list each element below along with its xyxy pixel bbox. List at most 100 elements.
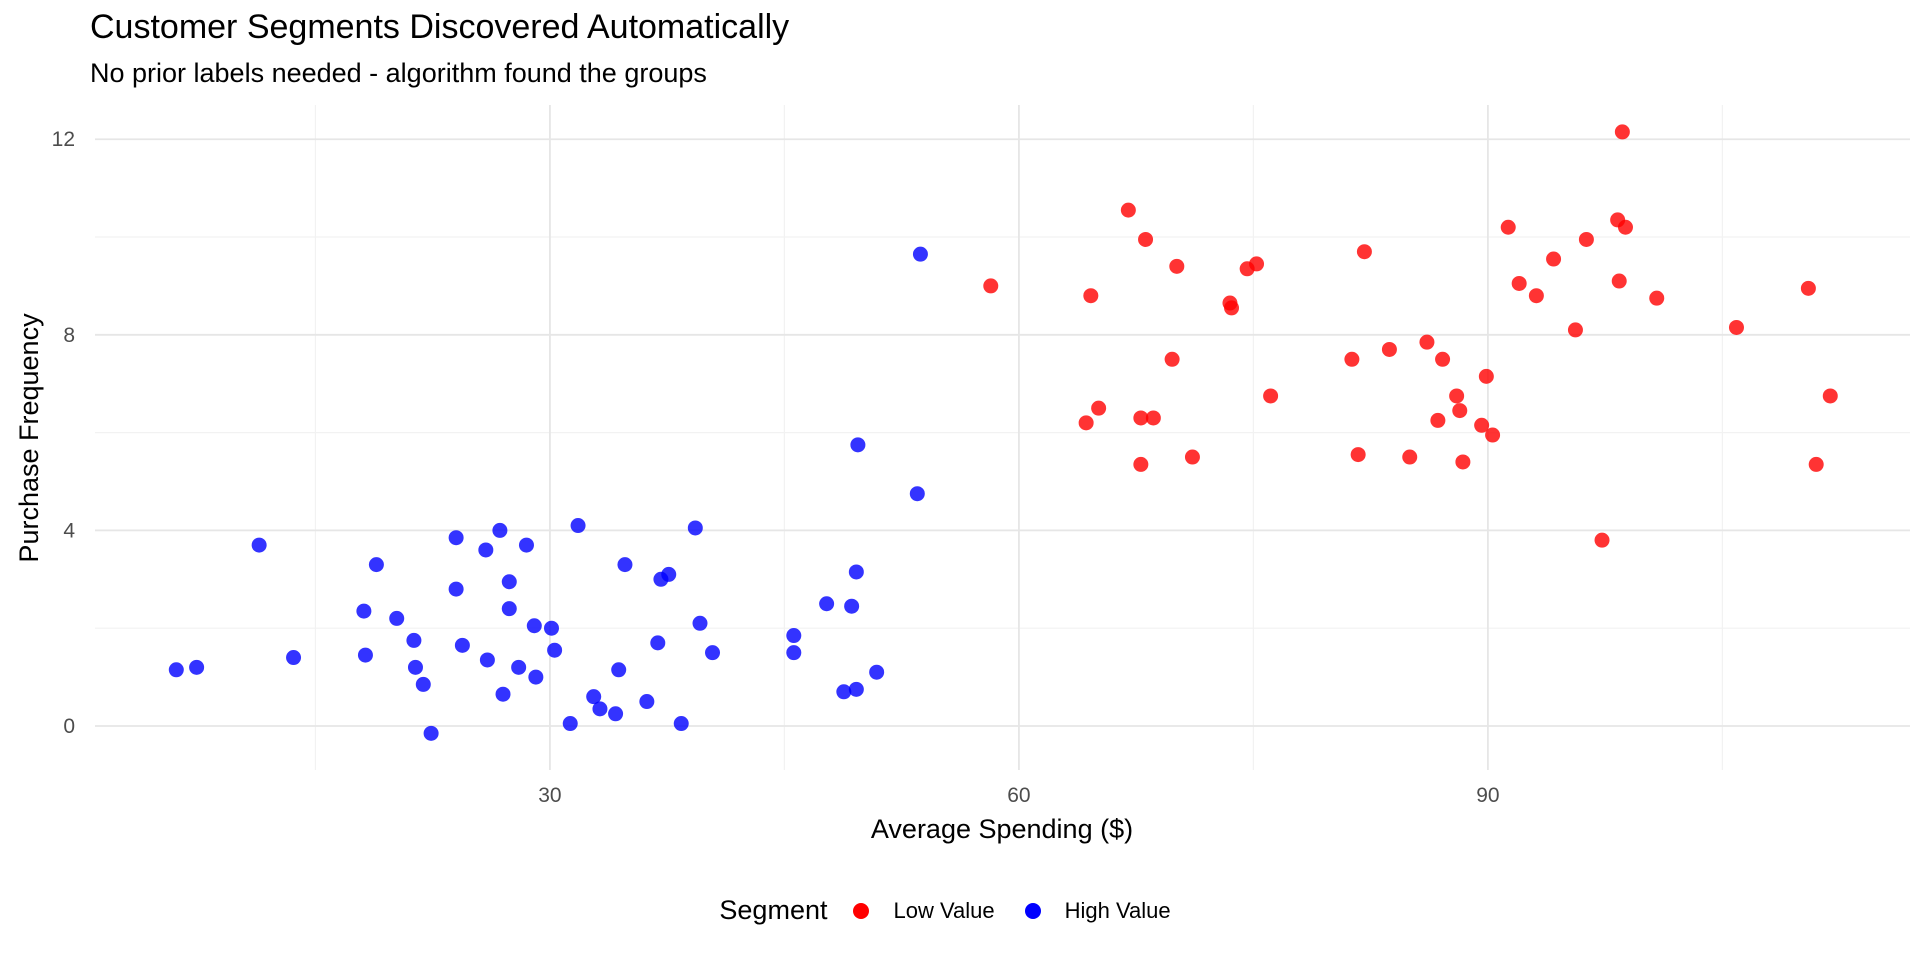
point-low-value — [1800, 280, 1816, 296]
point-high-value — [592, 701, 608, 717]
point-low-value — [1350, 447, 1366, 463]
point-high-value — [407, 659, 423, 675]
point-high-value — [869, 664, 885, 680]
point-low-value — [1430, 412, 1446, 428]
point-low-value — [983, 278, 999, 294]
point-low-value — [1381, 341, 1397, 357]
point-high-value — [562, 716, 578, 732]
point-low-value — [1120, 202, 1136, 218]
point-low-value — [1138, 231, 1154, 247]
point-high-value — [687, 520, 703, 536]
point-high-value — [848, 681, 864, 697]
point-low-value — [1169, 258, 1185, 274]
point-high-value — [479, 652, 495, 668]
point-high-value — [692, 615, 708, 631]
legend-label-low-value: Low Value — [893, 897, 995, 923]
point-high-value — [286, 650, 302, 666]
point-high-value — [168, 662, 184, 678]
point-high-value — [251, 537, 267, 553]
point-low-value — [1263, 388, 1279, 404]
point-low-value — [1528, 288, 1544, 304]
point-high-value — [511, 659, 527, 675]
point-high-value — [639, 694, 655, 710]
point-high-value — [528, 669, 544, 685]
point-high-value — [705, 645, 721, 661]
point-low-value — [1611, 273, 1627, 289]
point-low-value — [1511, 275, 1527, 291]
point-high-value — [912, 246, 928, 262]
x-tick-label: 60 — [1007, 784, 1030, 807]
point-low-value — [1419, 334, 1435, 350]
point-low-value — [1578, 231, 1594, 247]
point-high-value — [415, 676, 431, 692]
point-low-value — [1184, 449, 1200, 465]
legend-key-high-value — [1024, 902, 1041, 919]
point-low-value — [1728, 319, 1744, 335]
point-high-value — [518, 537, 534, 553]
data-points — [168, 124, 1838, 741]
point-low-value — [1478, 368, 1494, 384]
point-low-value — [1435, 351, 1451, 367]
point-high-value — [495, 686, 511, 702]
point-low-value — [1500, 219, 1516, 235]
point-high-value — [368, 557, 384, 573]
point-high-value — [661, 566, 677, 582]
point-high-value — [850, 437, 866, 453]
point-low-value — [1133, 456, 1149, 472]
legend-item-high-value: High Value — [1024, 898, 1171, 924]
point-low-value — [1091, 400, 1107, 416]
legend-key-low-value — [853, 902, 870, 919]
point-low-value — [1402, 449, 1418, 465]
x-tick-label: 30 — [538, 784, 561, 807]
point-high-value — [543, 620, 559, 636]
point-low-value — [1594, 532, 1610, 548]
y-tick-label: 0 — [63, 715, 75, 738]
point-low-value — [1224, 300, 1240, 316]
point-high-value — [448, 581, 464, 597]
point-low-value — [1356, 244, 1372, 260]
point-low-value — [1546, 251, 1562, 267]
scatter-chart: 30 60 90 0 4 8 12 Average Spending ($) Purchas… — [14, 105, 1910, 844]
point-high-value — [650, 635, 666, 651]
point-low-value — [1449, 388, 1465, 404]
point-high-value — [819, 596, 835, 612]
point-low-value — [1455, 454, 1471, 470]
point-high-value — [189, 659, 205, 675]
point-low-value — [1249, 256, 1265, 272]
point-high-value — [357, 647, 373, 663]
point-high-value — [478, 542, 494, 558]
point-high-value — [406, 632, 422, 648]
point-low-value — [1649, 290, 1665, 306]
point-high-value — [547, 642, 563, 658]
legend-item-low-value: Low Value — [853, 897, 995, 924]
point-high-value — [673, 716, 689, 732]
point-high-value — [389, 610, 405, 626]
point-high-value — [448, 530, 464, 546]
point-high-value — [454, 637, 470, 653]
point-low-value — [1164, 351, 1180, 367]
legend: Segment Low Value High Value — [0, 895, 1920, 926]
point-low-value — [1567, 322, 1583, 338]
point-high-value — [848, 564, 864, 580]
y-tick-label: 8 — [63, 324, 75, 347]
point-low-value — [1452, 403, 1468, 419]
point-high-value — [786, 628, 802, 644]
point-high-value — [909, 486, 925, 502]
x-axis-label: Average Spending ($) — [871, 814, 1133, 844]
x-tick-label: 90 — [1476, 784, 1499, 807]
point-high-value — [501, 601, 517, 617]
point-low-value — [1617, 219, 1633, 235]
point-high-value — [611, 662, 627, 678]
chart-title: Customer Segments Discovered Automatical… — [90, 8, 790, 46]
y-tick-label: 4 — [63, 519, 75, 542]
point-high-value — [844, 598, 860, 614]
point-high-value — [501, 574, 517, 590]
point-low-value — [1133, 410, 1149, 426]
point-low-value — [1083, 288, 1099, 304]
point-high-value — [617, 557, 633, 573]
axis-ticks: 30 60 90 0 4 8 12 — [52, 128, 1500, 807]
chart-subtitle: No prior labels needed - algorithm found… — [90, 58, 707, 88]
point-high-value — [492, 522, 508, 538]
point-high-value — [786, 645, 802, 661]
grid — [95, 105, 1910, 770]
